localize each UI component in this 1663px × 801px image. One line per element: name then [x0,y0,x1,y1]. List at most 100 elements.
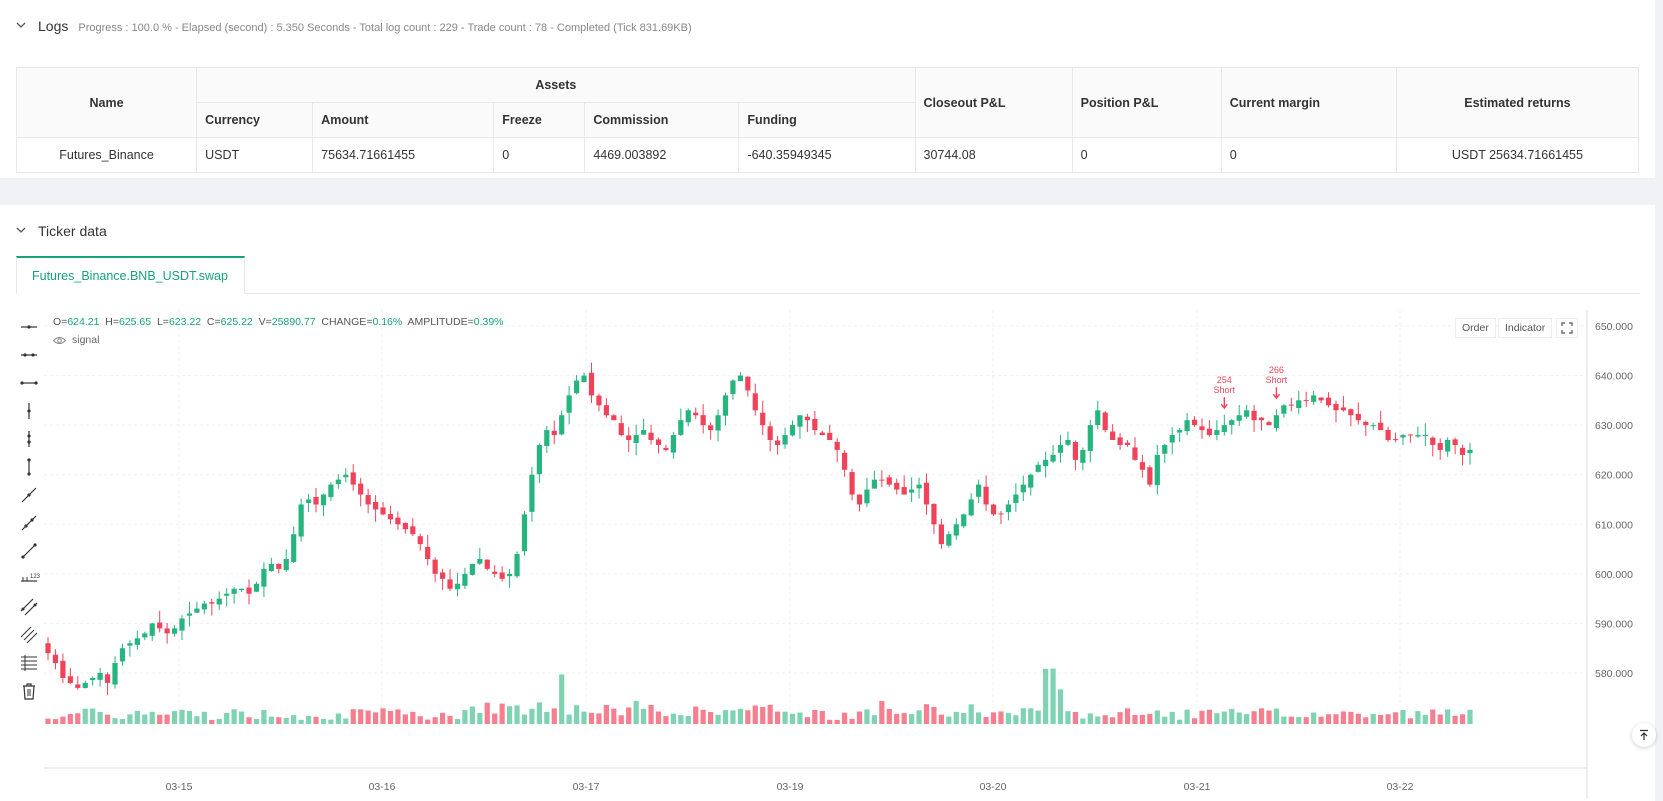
candle-body [968,499,974,516]
volume-bar [923,704,930,724]
volume-bar [224,712,230,724]
trend-ray-icon[interactable] [18,512,40,534]
delete-icon[interactable] [18,680,40,702]
candle-body [45,643,51,654]
candle-body [380,507,386,515]
volume-bar [1043,668,1049,724]
ticker-header[interactable]: Ticker data [16,223,107,239]
candle-body [752,393,758,411]
tab-bnb-usdt-swap[interactable]: Futures_Binance.BNB_USDT.swap [16,256,245,294]
volume-bar [171,711,178,724]
volume-bar [425,719,431,724]
volume-bar [573,705,580,724]
candle-body [804,416,810,421]
candle-body [1281,405,1287,414]
candle-body [596,395,602,406]
volume-bar [506,706,513,724]
vertical-ray-icon[interactable] [18,428,40,450]
trend-line-icon[interactable] [18,484,40,506]
volume-bar [104,714,111,724]
candle-body [291,534,297,562]
candle-body [1028,474,1034,488]
candle-body [216,598,222,605]
candle-body [224,593,230,596]
volume-bar [1154,710,1160,724]
candlestick-chart[interactable]: 650.000 640.000 630.000 620.000 610.000 600.0… [44,310,1643,798]
candle-body [700,415,706,426]
fib-lines-icon[interactable] [18,624,40,646]
candle-body [119,648,126,662]
y-tick-label: 590.000 [1595,618,1633,630]
candle-body [916,484,922,489]
col-commission: Commission [584,102,740,138]
vertical-segment-icon[interactable] [18,456,40,478]
horizontal-ray-icon[interactable] [18,344,40,366]
volume-bar [752,705,758,724]
volume-bar [655,711,662,724]
candle-body [1191,419,1198,426]
trade-annotation-label: Short [1214,385,1236,395]
parallel-channel-icon[interactable] [18,596,40,618]
candle-body [1005,504,1012,513]
ticker-title: Ticker data [38,223,107,239]
volume-bar [484,702,490,724]
col-freeze: Freeze [493,102,586,138]
candle-body [1340,407,1347,411]
vertical-line-icon[interactable] [18,400,40,422]
candle-body [60,660,66,678]
candle-body [827,432,833,441]
volume-bar [1325,714,1332,724]
chevron-down-icon[interactable] [16,20,26,30]
ticker-panel: Ticker data [0,205,1655,801]
candle-body [365,495,371,505]
volume-bar [1333,714,1339,724]
logs-title: Logs [38,18,69,34]
candle-body [938,524,945,545]
fullscreen-icon[interactable] [1556,318,1578,338]
indicator-button[interactable]: Indicator [1498,318,1553,338]
price-range-icon[interactable]: 123 [18,568,40,590]
eye-icon[interactable] [53,336,66,345]
scroll-to-top-button[interactable] [1632,723,1656,747]
volume-bar [685,716,691,724]
candle-body [387,514,394,520]
volume-bar [60,716,66,724]
logs-header[interactable]: Logs Progress : 100.0 % - Elapsed (secon… [16,18,692,34]
col-current-margin: Current margin [1220,67,1397,138]
volume-bar [1378,714,1384,724]
volume-bar [1459,714,1466,724]
candle-body [410,526,416,535]
volume-bar [194,716,200,724]
candle-body [1184,420,1190,432]
candle-body [313,496,319,505]
volume-bar [298,719,304,724]
volume-bar [439,712,446,724]
candle-body [611,415,617,421]
fib-levels-icon[interactable] [18,652,40,674]
candle-body [484,559,490,569]
volume-bar [209,719,215,724]
candle-body [626,435,632,441]
candle-body [1102,412,1108,431]
chevron-down-icon[interactable] [16,225,26,235]
volume-bar [879,701,885,724]
candle-body [492,571,498,574]
candle-body [715,415,721,431]
volume-bar [112,718,118,724]
horizontal-line-icon[interactable] [18,316,40,338]
candle-body [276,564,282,569]
volume-bar [291,715,297,724]
signal-indicator-row[interactable]: signal [53,334,99,346]
horizontal-segment-icon[interactable] [18,372,40,394]
candle-body [1169,435,1175,443]
volume-bar [320,719,327,724]
order-button[interactable]: Order [1455,318,1496,338]
trend-segment-icon[interactable] [18,540,40,562]
volume-bar [75,713,81,724]
candle-body [1430,437,1436,445]
volume-bar [1191,718,1198,724]
candle-body [923,482,930,505]
candle-body [834,441,840,450]
candle-body [1050,454,1056,462]
volume-bar [179,709,185,724]
